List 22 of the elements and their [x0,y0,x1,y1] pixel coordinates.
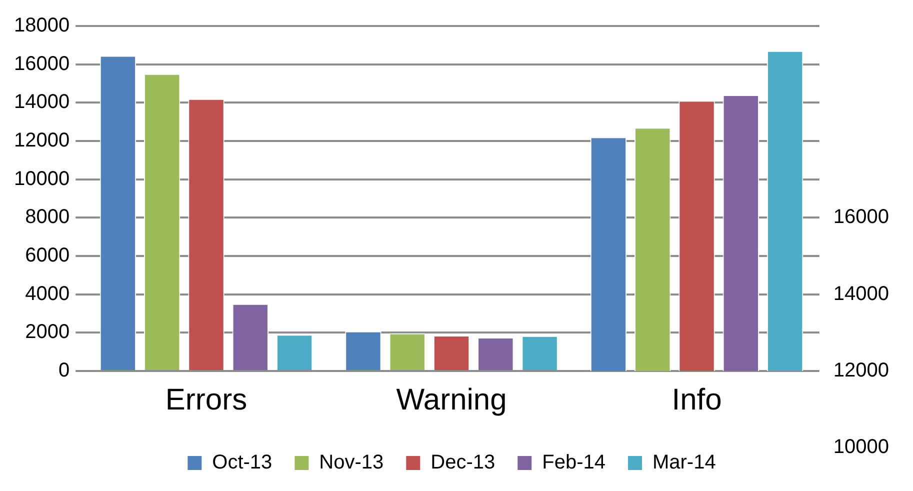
y2-tick-label: 16000 [833,206,890,228]
y-tick-label: 10000 [14,168,70,190]
y-tick-label: 8000 [25,206,70,228]
y-tick-label: 0 [58,360,70,382]
legend-label: Oct-13 [212,452,272,474]
legend-label: Mar-14 [652,452,716,474]
y-tick-label: 14000 [14,91,70,114]
legend-label: Dec-13 [430,452,496,474]
y-tick-label: 4000 [25,282,70,305]
y2-tick-label: 12000 [833,360,890,382]
y-tick-label: 16000 [14,52,70,75]
x-tick-label: Errors [165,383,248,416]
text: 10000 [833,436,890,458]
y-tick-label: 12000 [14,130,70,152]
y-tick-label: 2000 [25,321,70,344]
x-tick-label: Info [672,383,722,416]
y2-tick-label: 14000 [833,282,890,305]
x-tick-label: Warning [396,383,507,416]
legend-label: Feb-14 [542,452,606,474]
y-tick-label: 18000 [14,14,70,37]
y-tick-label: 6000 [25,244,70,267]
legend-label: Nov-13 [319,452,384,474]
